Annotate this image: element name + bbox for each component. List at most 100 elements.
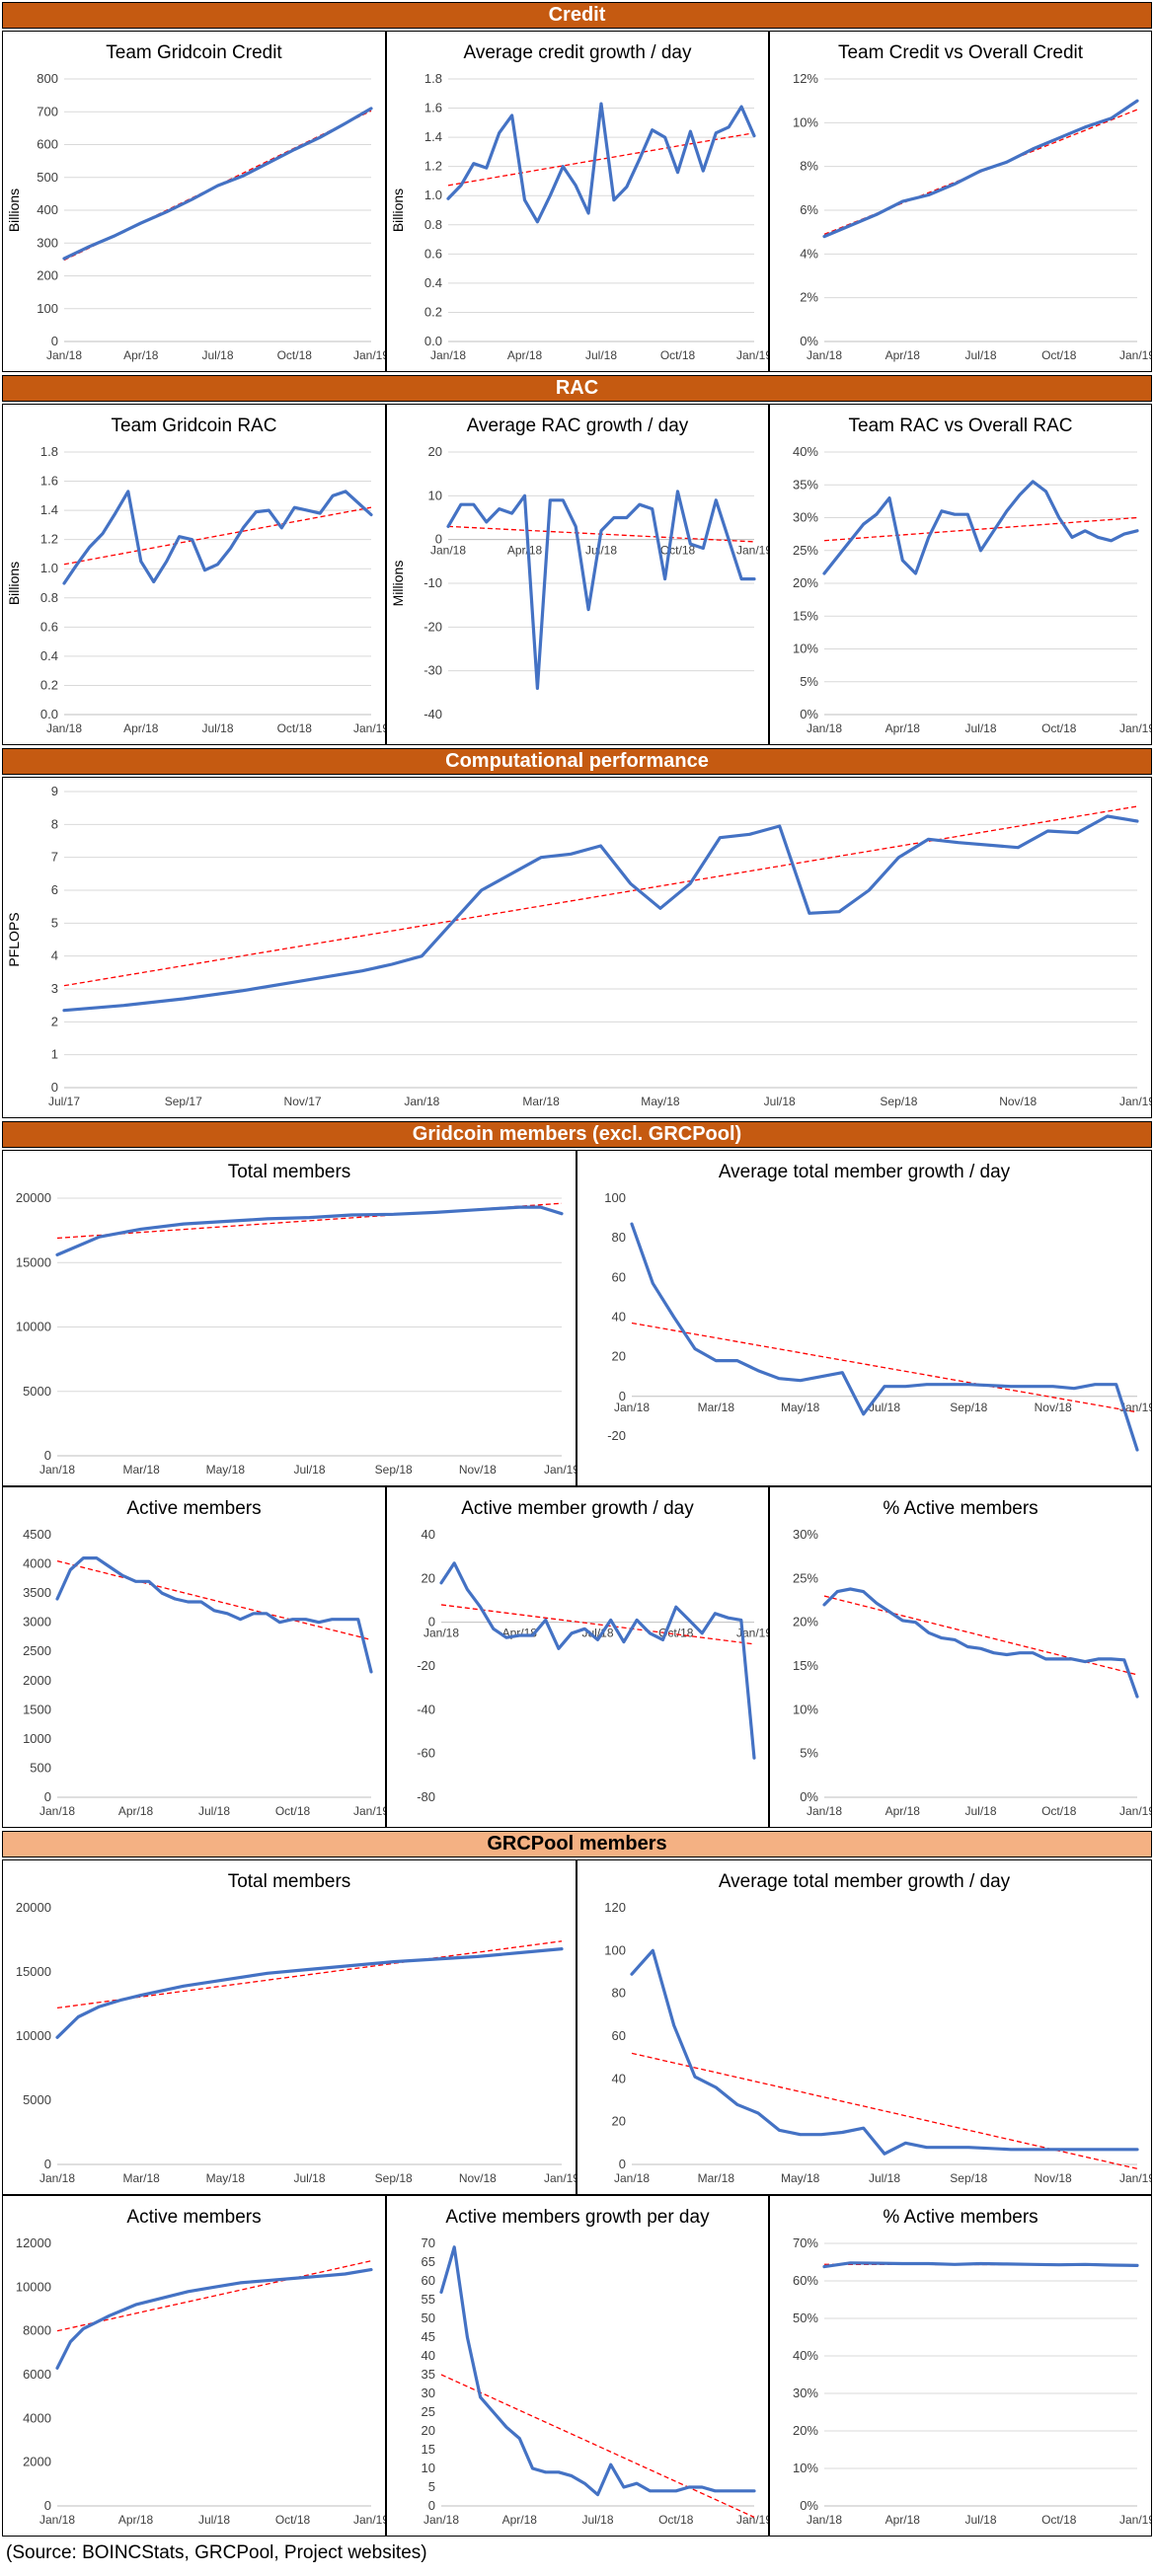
y-tick-label: 60%: [793, 2273, 818, 2288]
x-tick-label: Jul/18: [201, 721, 233, 735]
chart-title: Average total member growth / day: [719, 1871, 1011, 1892]
y-tick-label: 15%: [793, 1658, 818, 1673]
y-tick-label: 65: [422, 2254, 435, 2269]
y-tick-label: 1.0: [424, 188, 442, 202]
trend-line: [440, 1604, 755, 1645]
y-tick-label: 0: [44, 2157, 51, 2171]
trend-line: [440, 2374, 755, 2518]
x-tick-label: Oct/18: [1041, 1804, 1077, 1818]
chart-title: Average credit growth / day: [464, 42, 692, 63]
y-tick-label: -20: [607, 1428, 626, 1443]
series-line: [446, 490, 756, 690]
series-line: [62, 490, 373, 585]
x-tick-label: Oct/18: [1041, 2513, 1077, 2527]
series-line: [630, 1948, 1139, 2156]
y-tick-label: 0.0: [40, 707, 58, 721]
y-tick-label: 4: [51, 948, 58, 963]
chart-gp-total-growth: Average total member growth / day 0 20 40 60…: [604, 1871, 1151, 2185]
x-tick-label: Nov/18: [459, 1463, 497, 1477]
x-tick-label: May/18: [206, 2171, 246, 2185]
y-tick-label: 0: [619, 1389, 626, 1403]
series-line: [439, 2245, 756, 2497]
y-tick-label: 5%: [800, 674, 818, 689]
chart-panel-gc-active-growth: Active member growth / day -80 -60 -40 -20 0 2…: [386, 1486, 769, 1828]
x-tick-label: Oct/18: [275, 2513, 311, 2527]
x-tick-label: Apr/18: [885, 1804, 921, 1818]
x-tick-label: Mar/18: [522, 1095, 560, 1108]
y-tick-label: 60: [422, 2273, 435, 2288]
y-tick-label: 0.4: [424, 275, 442, 290]
y-tick-label: 1.4: [424, 129, 442, 144]
y-tick-label: 35: [422, 2367, 435, 2382]
series-line: [55, 2267, 373, 2370]
y-tick-label: 1: [51, 1047, 58, 1062]
x-tick-label: Nov/18: [1035, 2171, 1072, 2185]
y-tick-label: -30: [423, 663, 442, 678]
y-tick-label: 60: [612, 2028, 626, 2043]
trend-line: [447, 132, 755, 187]
y-tick-label: 6: [51, 882, 58, 897]
y-tick-label: 40: [422, 1527, 435, 1542]
y-tick-label: 3000: [23, 1615, 51, 1629]
x-tick-label: Sep/18: [950, 2171, 987, 2185]
x-tick-label: Jul/18: [201, 348, 233, 362]
chart-gp-active-pct: % Active members 0% 10% 20% 30% 40% 50% 60% 70% J…: [793, 2207, 1151, 2527]
chart-panel-gc-total-growth: Average total member growth / day -20 0 20 4…: [577, 1150, 1152, 1486]
y-tick-label: 15%: [793, 608, 818, 623]
chart-panel-gc-active-pct: % Active members 0% 5% 10% 15% 20% 25% 30% Jan/1…: [769, 1486, 1152, 1828]
chart-title: Team Gridcoin RAC: [112, 416, 277, 436]
chart-title: Team Gridcoin Credit: [106, 42, 282, 63]
chart-title: Total members: [228, 1871, 351, 1892]
x-tick-label: May/18: [781, 1401, 820, 1414]
x-tick-label: Jul/17: [48, 1095, 80, 1108]
x-tick-label: Mar/18: [122, 1463, 160, 1477]
x-tick-label: Jan/19: [1119, 1804, 1151, 1818]
y-tick-label: 20: [612, 2114, 626, 2129]
x-tick-label: Oct/18: [277, 721, 313, 735]
chart-title: Total members: [228, 1162, 351, 1182]
series-line: [822, 2261, 1139, 2269]
y-tick-label: 600: [37, 137, 58, 152]
series-line: [62, 814, 1139, 1013]
y-tick-label: 2%: [800, 290, 818, 305]
series-line: [55, 1946, 564, 2039]
trend-line: [631, 1322, 1138, 1413]
y-tick-label: 10%: [793, 1702, 818, 1716]
y-tick-label: 200: [37, 268, 58, 283]
x-tick-label: Apr/18: [118, 2513, 154, 2527]
x-tick-label: Jan/18: [423, 2513, 459, 2527]
section-perf-header: Computational performance: [2, 748, 1152, 775]
x-tick-label: Jan/18: [807, 721, 842, 735]
x-tick-label: Jul/18: [964, 2513, 996, 2527]
chart-title: Active members growth per day: [445, 2207, 710, 2228]
y-tick-label: 25: [422, 2404, 435, 2419]
x-tick-label: Oct/18: [1041, 348, 1077, 362]
x-tick-label: Jan/19: [544, 2171, 576, 2185]
chart-rac-growth: Average RAC growth / day Millions -40 -30 -2…: [390, 416, 768, 721]
y-tick-label: 30%: [793, 2386, 818, 2400]
series-line: [822, 99, 1139, 239]
x-tick-label: Apr/18: [118, 1804, 154, 1818]
x-tick-label: Jan/19: [1119, 1095, 1151, 1108]
chart-panel-gp-active-members: Active members 0 2000 4000 6000 8000 10000 1200…: [2, 2195, 386, 2537]
y-tick-label: 3500: [23, 1585, 51, 1600]
chart-title: Active member growth / day: [461, 1498, 694, 1519]
x-tick-label: Jan/18: [807, 1804, 842, 1818]
y-tick-label: 500: [37, 170, 58, 185]
y-tick-label: 1.4: [40, 502, 58, 517]
y-tick-label: 35%: [793, 477, 818, 492]
section-credit-header: Credit: [2, 2, 1152, 29]
y-tick-label: 20%: [793, 2423, 818, 2438]
x-tick-label: Jul/18: [585, 544, 617, 558]
x-tick-label: Jan/19: [353, 348, 385, 362]
trend-line: [63, 506, 372, 566]
chart-title: Team RAC vs Overall RAC: [849, 416, 1073, 436]
y-tick-label: 12%: [793, 71, 818, 86]
y-tick-label: 0%: [800, 2498, 818, 2513]
y-axis-label: PFLOPS: [6, 912, 22, 966]
chart-gc-total-growth: Average total member growth / day -20 0 20 4…: [604, 1162, 1151, 1452]
x-tick-label: Jan/18: [423, 1627, 459, 1640]
y-tick-label: 0%: [800, 1789, 818, 1804]
chart-panel-gc-total-members: Total members 0 5000 10000 15000 20000 Jan/18 M…: [2, 1150, 577, 1486]
y-tick-label: 7: [51, 850, 58, 865]
